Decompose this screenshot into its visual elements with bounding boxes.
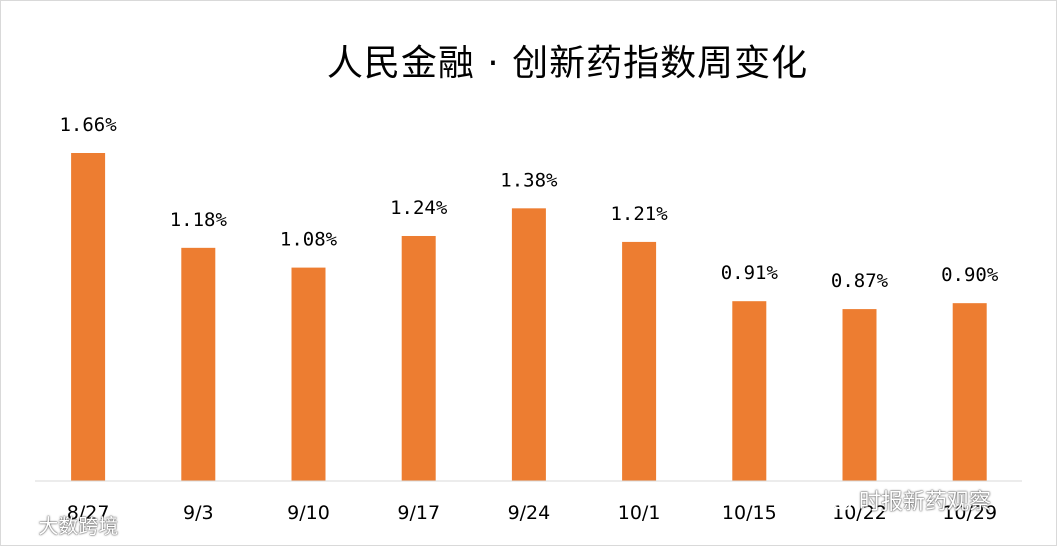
bar-9/17 xyxy=(401,235,436,481)
bar-9/10 xyxy=(291,267,326,481)
watermark-right: 时报新药观察 xyxy=(830,484,991,516)
category-label-10/22: 10/22 xyxy=(832,502,887,524)
bar-9/3 xyxy=(181,247,216,481)
category-label-10/1: 10/1 xyxy=(618,502,661,524)
category-label-10/29: 10/29 xyxy=(942,502,997,524)
bar-10/15 xyxy=(732,301,767,481)
bar-10/22 xyxy=(842,309,877,481)
category-label-8/27: 8/27 xyxy=(67,502,110,524)
category-label-10/15: 10/15 xyxy=(722,502,777,524)
value-label-9/17: 1.24% xyxy=(390,197,448,219)
category-label-9/24: 9/24 xyxy=(508,502,551,524)
value-label-9/3: 1.18% xyxy=(170,209,228,231)
wechat-icon xyxy=(831,495,851,510)
value-label-10/15: 0.91% xyxy=(721,262,779,284)
bar-10/29 xyxy=(952,303,987,481)
bar-8/27 xyxy=(71,153,106,481)
value-label-10/1: 1.21% xyxy=(610,203,668,225)
value-label-9/24: 1.38% xyxy=(500,169,558,191)
bar-9/24 xyxy=(511,208,546,481)
category-label-9/3: 9/3 xyxy=(183,502,214,524)
chart-title: 人民金融 · 创新药指数周变化 xyxy=(326,43,809,84)
value-label-9/10: 1.08% xyxy=(280,229,338,251)
bar-10/1 xyxy=(622,241,657,481)
watermark-left-text: 大数跨境 xyxy=(38,514,119,538)
category-label-9/17: 9/17 xyxy=(397,502,440,524)
value-labels-group: 1.66% 1.18% 1.08% 1.24% 1.38% 1.21% 0.91% 0.87%… xyxy=(59,114,998,292)
bars-group xyxy=(71,153,987,481)
value-label-10/29: 0.90% xyxy=(941,264,999,286)
value-label-10/22: 0.87% xyxy=(831,270,889,292)
watermark-right-text: 时报新药观察 xyxy=(859,490,992,515)
watermark-left: 大数跨境 xyxy=(10,510,118,539)
chat-icon xyxy=(11,519,31,535)
category-labels-group: 8/27 9/3 9/10 9/17 9/24 10/1 10/15 10/22 10/29 xyxy=(67,502,997,524)
value-label-8/27: 1.66% xyxy=(59,114,117,136)
category-label-9/10: 9/10 xyxy=(287,502,330,524)
